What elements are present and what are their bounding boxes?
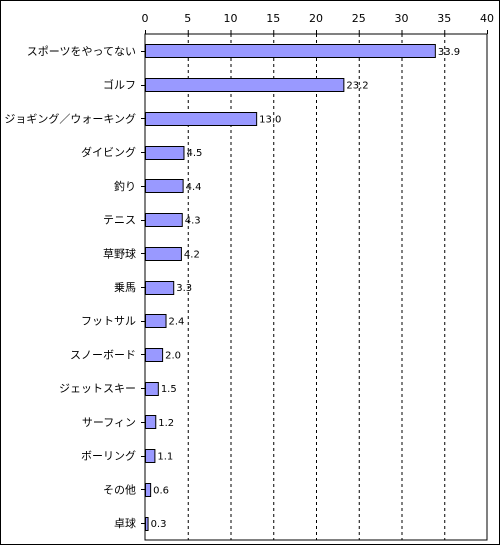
tick-layer: 0 5 10 15 20 25 30 35 40 xyxy=(142,12,494,34)
bar xyxy=(145,415,157,429)
bar xyxy=(145,314,167,328)
value-label: 1.2 xyxy=(158,418,174,429)
grid-layer xyxy=(144,33,488,541)
x-tick-label: 25 xyxy=(352,12,366,25)
x-tick-label: 0 xyxy=(142,12,149,25)
category-label: 卓球 xyxy=(114,516,136,530)
value-label: 4.3 xyxy=(185,216,201,227)
x-tick-label: 20 xyxy=(309,12,323,25)
value-label: 3.3 xyxy=(176,283,192,294)
bar xyxy=(145,112,258,126)
x-tick-label: 40 xyxy=(480,12,494,25)
bar xyxy=(145,483,152,497)
value-label: 4.4 xyxy=(186,182,202,193)
category-label: ジェットスキー xyxy=(59,382,136,395)
bar xyxy=(145,78,345,92)
axis-layer: スポーツをやってないゴルフジョギング／ウォーキングダイビング釣りテニス草野球乗馬… xyxy=(4,45,145,530)
category-label: スノーボード xyxy=(70,348,136,361)
bar xyxy=(145,382,159,396)
bar xyxy=(145,281,175,295)
bar xyxy=(145,449,156,463)
bar xyxy=(145,213,183,227)
value-label: 2.4 xyxy=(169,317,185,328)
category-label: テニス xyxy=(103,214,136,227)
category-label: フットサル xyxy=(81,315,136,328)
category-label: 草野球 xyxy=(103,246,136,260)
category-label: その他 xyxy=(103,483,136,496)
category-label: 釣り xyxy=(114,179,136,193)
value-label: 1.1 xyxy=(157,452,173,463)
x-tick-label: 10 xyxy=(224,12,238,25)
category-label: ジョギング／ウォーキング xyxy=(4,111,136,125)
value-label: 33.9 xyxy=(438,47,460,58)
value-label: 0.6 xyxy=(153,485,169,496)
category-label: スポーツをやってない xyxy=(27,45,136,58)
category-label: ボーリング xyxy=(81,449,136,463)
value-label: 23.2 xyxy=(346,81,368,92)
bar xyxy=(145,517,149,531)
x-tick-label: 35 xyxy=(437,12,451,25)
x-tick-label: 15 xyxy=(266,12,280,25)
bar xyxy=(145,179,184,193)
category-label: サーフィン xyxy=(82,416,136,429)
bar xyxy=(145,146,185,160)
category-label: 乗馬 xyxy=(114,281,136,294)
x-tick-label: 5 xyxy=(184,12,191,25)
bar xyxy=(145,247,182,261)
value-label: 2.0 xyxy=(165,350,181,361)
bar xyxy=(145,44,436,58)
value-label: 4.5 xyxy=(186,148,202,159)
x-tick-label: 30 xyxy=(395,12,409,25)
category-label: ダイビング xyxy=(81,145,136,159)
value-label: 0.3 xyxy=(151,519,167,530)
category-label: ゴルフ xyxy=(103,78,136,92)
value-label: 1.5 xyxy=(161,384,177,395)
bar-layer: 33.9 23.2 13.0 4.5 4.4 4.3 4.2 3.3 2.4 2.0 1.5 1.2 1… xyxy=(145,44,460,531)
value-label: 4.2 xyxy=(184,249,200,260)
bar xyxy=(145,348,164,362)
value-label: 13.0 xyxy=(259,114,281,125)
